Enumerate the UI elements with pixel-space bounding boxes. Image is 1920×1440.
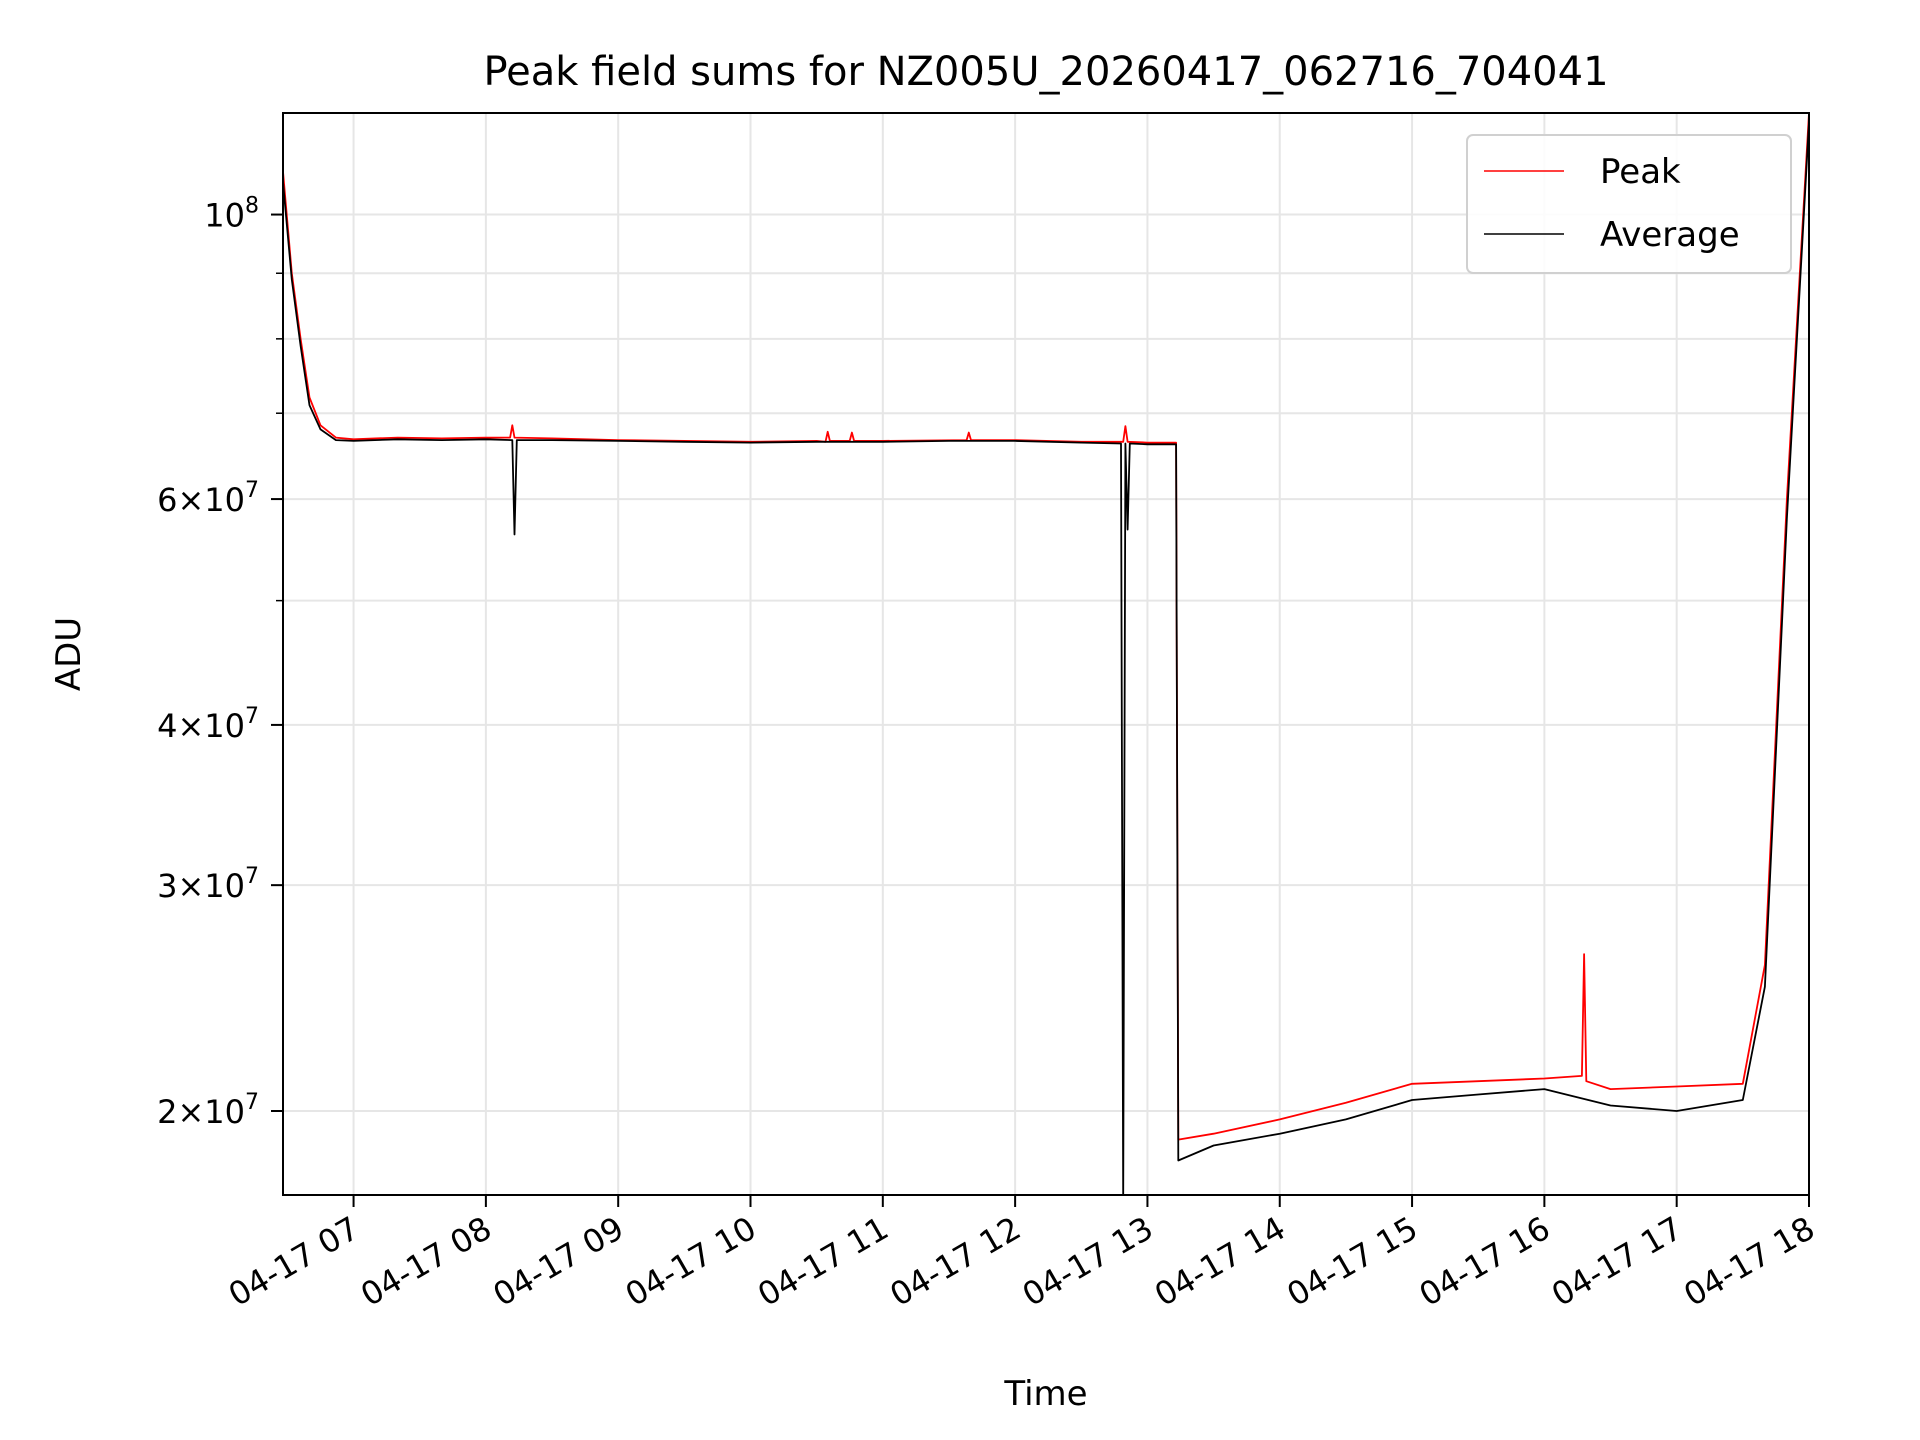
plot-frame <box>282 112 1810 1196</box>
chart-title: Peak field sums for NZ005U_20260417_0627… <box>483 49 1608 95</box>
x-axis-label: Time <box>1003 1374 1087 1414</box>
plot-area <box>283 113 1809 1195</box>
y-axis-label: ADU <box>49 617 89 691</box>
legend-label-average: Average <box>1600 215 1740 255</box>
y-axis-ticks: 2×107 3×107 4×107 6×107 108 <box>157 194 283 1131</box>
y-tick-label: 108 <box>204 194 259 235</box>
series-line-average <box>283 122 1809 1195</box>
y-tick-label: 6×107 <box>157 478 259 519</box>
grid-lines <box>283 113 1810 1195</box>
series-lines <box>283 113 1809 1195</box>
y-tick-label: 4×107 <box>157 704 259 745</box>
y-tick-label: 3×107 <box>157 864 259 905</box>
legend: Peak Average <box>1466 134 1792 274</box>
y-tick-label: 2×107 <box>157 1090 259 1131</box>
legend-label-peak: Peak <box>1600 152 1681 192</box>
legend-box <box>1466 134 1792 274</box>
